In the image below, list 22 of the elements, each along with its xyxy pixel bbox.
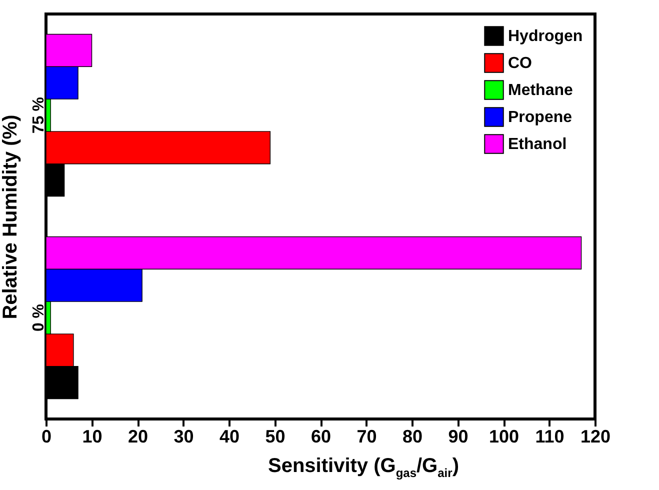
x-tick-label: 80 [402,426,423,446]
x-tick-label: 20 [128,426,148,446]
legend-label: Ethanol [508,136,567,153]
legend-label: CO [508,55,532,72]
x-tick-label: 60 [310,426,332,446]
x-tick-label: 120 [580,426,611,446]
x-tick-label: 30 [174,426,194,446]
x-axis-title: Sensitivity (G$_{gas}$/G$_{air}$) [267,455,460,480]
y-axis-title: Relative Humidity (%) [0,114,22,320]
legend-label: Methane [508,82,573,99]
legend-label: Hydrogen [508,28,583,45]
y-tick-label: 75 % [30,97,48,134]
legend-label: Propene [508,109,572,126]
x-tick-label: 40 [219,426,240,446]
x-tick-label: 70 [356,426,377,446]
x-tick-label: 10 [82,426,102,446]
y-tick-label: 0 % [30,304,48,332]
x-tick-label: 110 [535,426,564,446]
x-tick-label: 0 [41,426,52,446]
x-tick-label: 100 [488,426,520,446]
x-tick-label: 50 [265,426,286,446]
x-tick-label: 90 [448,426,468,446]
